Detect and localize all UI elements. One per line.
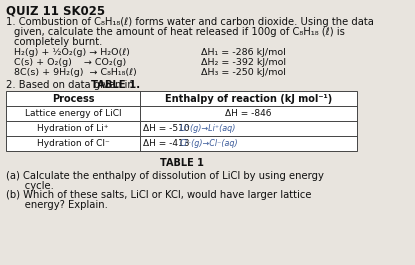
Text: ΔH = -413: ΔH = -413 (143, 139, 189, 148)
Text: TABLE 1: TABLE 1 (160, 158, 204, 168)
Text: ΔH = -510: ΔH = -510 (143, 124, 189, 133)
Text: (b) Which of these salts, LiCl or KCl, would have larger lattice: (b) Which of these salts, LiCl or KCl, w… (6, 190, 312, 200)
Text: Enthalpy of reaction (kJ mol⁻¹): Enthalpy of reaction (kJ mol⁻¹) (165, 94, 332, 104)
Text: QUIZ 11 SK025: QUIZ 11 SK025 (6, 5, 105, 18)
Text: Cl⁻(g)→Cl⁻(aq): Cl⁻(g)→Cl⁻(aq) (179, 139, 238, 148)
Text: (a) Calculate the enthalpy of dissolution of LiCl by using energy: (a) Calculate the enthalpy of dissolutio… (6, 171, 324, 181)
Text: C(s) + O₂(g)    → CO₂(g): C(s) + O₂(g) → CO₂(g) (14, 58, 126, 67)
Text: completely burnt.: completely burnt. (14, 37, 103, 47)
Text: ΔH₁ = -286 kJ/mol: ΔH₁ = -286 kJ/mol (201, 48, 286, 57)
Text: Process: Process (52, 94, 94, 104)
Text: ΔH₂ = -392 kJ/mol: ΔH₂ = -392 kJ/mol (201, 58, 286, 67)
Text: Hydration of Li⁺: Hydration of Li⁺ (37, 124, 109, 133)
Text: Li⁺(g)→Li⁺(aq): Li⁺(g)→Li⁺(aq) (179, 124, 236, 133)
Text: Lattice energy of LiCl: Lattice energy of LiCl (25, 109, 122, 118)
Bar (6, 91, 357, 151)
Text: given, calculate the amount of heat released if 100g of C₈H₁₈ (ℓ) is: given, calculate the amount of heat rele… (14, 27, 345, 37)
Text: H₂(g) + ½O₂(g) → H₂O(ℓ): H₂(g) + ½O₂(g) → H₂O(ℓ) (14, 48, 130, 57)
Text: Hydration of Cl⁻: Hydration of Cl⁻ (37, 139, 110, 148)
Text: 8C(s) + 9H₂(g)  → C₈H₁₈(ℓ): 8C(s) + 9H₂(g) → C₈H₁₈(ℓ) (14, 68, 137, 77)
Text: 2. Based on data given in: 2. Based on data given in (6, 80, 137, 90)
Text: cycle.: cycle. (6, 181, 54, 191)
Text: 1. Combustion of C₈H₁₈(ℓ) forms water and carbon dioxide. Using the data: 1. Combustion of C₈H₁₈(ℓ) forms water an… (6, 17, 374, 27)
Text: energy? Explain.: energy? Explain. (6, 200, 108, 210)
Text: ΔH = -846: ΔH = -846 (225, 109, 272, 118)
Text: ΔH₃ = -250 kJ/mol: ΔH₃ = -250 kJ/mol (201, 68, 286, 77)
Text: TABLE 1.: TABLE 1. (91, 80, 140, 90)
